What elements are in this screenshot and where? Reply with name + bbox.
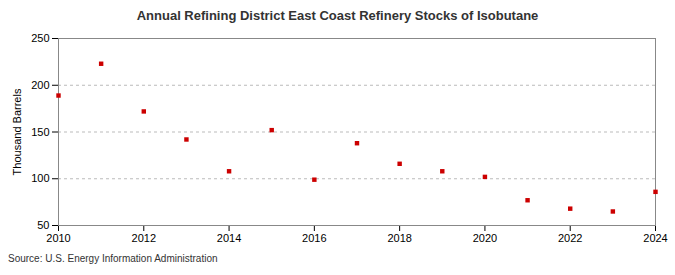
svg-text:2022: 2022	[558, 232, 582, 244]
svg-text:2016: 2016	[302, 232, 326, 244]
svg-text:50: 50	[37, 219, 49, 231]
svg-text:2012: 2012	[132, 232, 156, 244]
svg-text:150: 150	[31, 126, 49, 138]
svg-text:2018: 2018	[387, 232, 411, 244]
svg-text:2020: 2020	[473, 232, 497, 244]
html-text:Annual Refining District East: Annual Refining District East Coast Refi…	[136, 8, 539, 23]
svg-text:250: 250	[31, 32, 49, 44]
svg-text:2010: 2010	[46, 232, 70, 244]
svg-text:Thousand Barrels: Thousand Barrels	[11, 88, 23, 175]
html-text:Source: U.S. Energy Informatio: Source: U.S. Energy Information Administ…	[8, 253, 218, 264]
svg-text:200: 200	[31, 79, 49, 91]
svg-text:100: 100	[31, 172, 49, 184]
svg-text:2014: 2014	[217, 232, 241, 244]
svg-text:2024: 2024	[643, 232, 667, 244]
